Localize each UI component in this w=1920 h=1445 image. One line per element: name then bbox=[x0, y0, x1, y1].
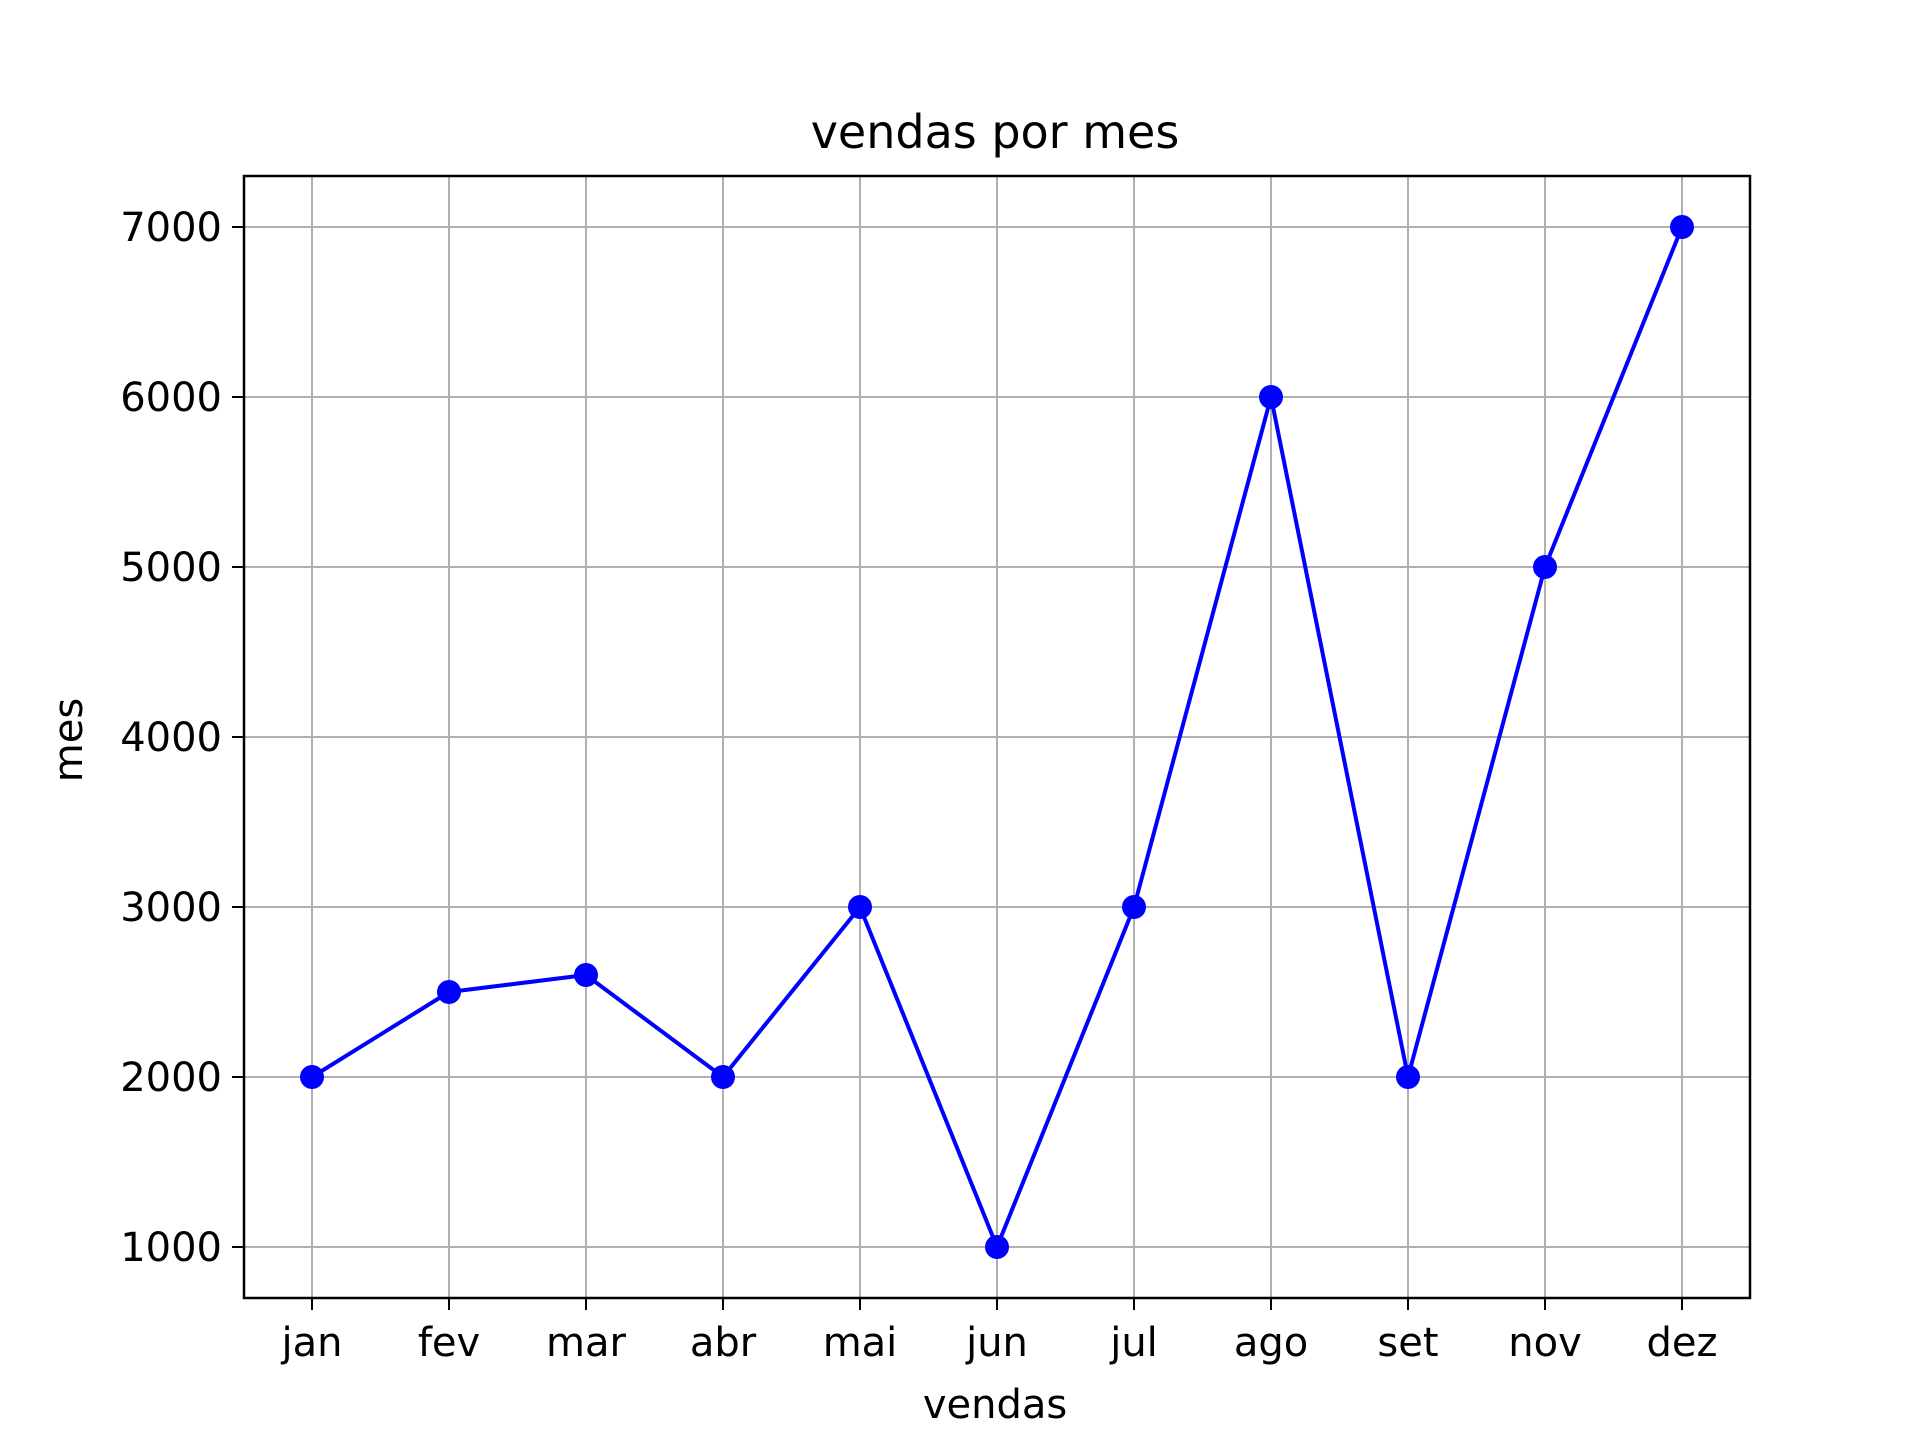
data-point bbox=[300, 1065, 324, 1089]
y-tick-label: 4000 bbox=[120, 715, 222, 761]
y-tick-label: 2000 bbox=[120, 1055, 222, 1101]
x-axis-label: vendas bbox=[923, 1382, 1067, 1428]
data-point bbox=[848, 895, 872, 919]
data-point bbox=[1259, 385, 1283, 409]
data-point bbox=[1533, 555, 1557, 579]
y-tick-label: 7000 bbox=[120, 205, 222, 251]
y-axis-label: mes bbox=[46, 698, 92, 782]
x-tick-label: jun bbox=[965, 1320, 1028, 1366]
series-layer bbox=[300, 215, 1694, 1259]
data-point bbox=[1122, 895, 1146, 919]
grid-layer bbox=[244, 176, 1750, 1298]
data-point bbox=[711, 1065, 735, 1089]
data-point bbox=[574, 963, 598, 987]
x-tick-label: dez bbox=[1647, 1320, 1718, 1366]
y-tick-label: 3000 bbox=[120, 885, 222, 931]
x-tick-label: nov bbox=[1508, 1320, 1582, 1366]
x-tick-label: mai bbox=[823, 1320, 898, 1366]
x-tick-label: jan bbox=[281, 1320, 343, 1366]
x-tick-label: mar bbox=[546, 1320, 626, 1366]
x-tick-label: set bbox=[1377, 1320, 1438, 1366]
x-tick-label: abr bbox=[690, 1320, 757, 1366]
x-tick-label: ago bbox=[1234, 1320, 1308, 1366]
y-tick-label: 5000 bbox=[120, 545, 222, 591]
data-point bbox=[1670, 215, 1694, 239]
data-point bbox=[1396, 1065, 1420, 1089]
data-point bbox=[985, 1235, 1009, 1259]
data-point bbox=[437, 980, 461, 1004]
chart-title: vendas por mes bbox=[811, 105, 1180, 159]
y-tick-label: 6000 bbox=[120, 375, 222, 421]
x-tick-label: jul bbox=[1109, 1320, 1158, 1366]
tick-layer: jan fev mar abr mai jun jul ago set nov dez 1000 200… bbox=[120, 205, 1717, 1366]
x-tick-label: fev bbox=[418, 1320, 480, 1366]
y-tick-label: 1000 bbox=[120, 1225, 222, 1271]
